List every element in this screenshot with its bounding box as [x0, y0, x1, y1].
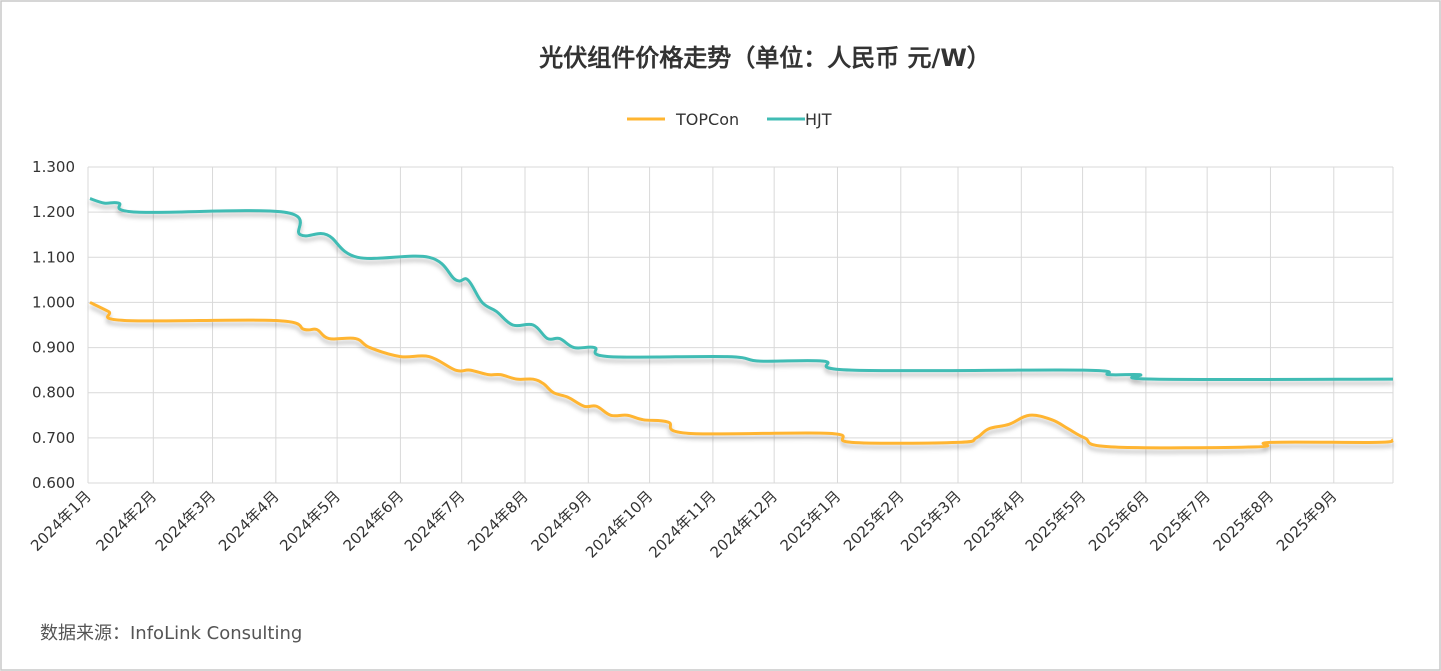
series-lines — [89, 197, 1394, 450]
y-tick-label: 0.600 — [32, 474, 75, 492]
y-tick-label: 1.100 — [32, 248, 75, 266]
chart-title: 光伏组件价格走势（单位：人民币 元/W） — [538, 44, 991, 72]
y-tick-label: 0.800 — [32, 384, 75, 402]
grid — [87, 166, 1394, 484]
y-tick-label: 1.000 — [32, 293, 75, 311]
y-tick-label: 1.200 — [32, 203, 75, 221]
legend-label-topcon: TOPCon — [675, 110, 739, 129]
y-tick-label: 0.900 — [32, 339, 75, 357]
y-axis: 0.600 0.700 0.800 0.900 1.000 1.100 1.200 1.300 — [32, 158, 75, 492]
legend-label-hjt: HJT — [805, 110, 832, 129]
series-line-hjt — [89, 197, 1394, 382]
y-tick-label: 1.300 — [32, 158, 75, 176]
series-line-topcon — [89, 301, 1394, 450]
data-source: 数据来源：InfoLink Consulting — [40, 623, 302, 644]
y-tick-label: 0.700 — [32, 429, 75, 447]
legend: TOPCon HJT — [627, 110, 832, 129]
